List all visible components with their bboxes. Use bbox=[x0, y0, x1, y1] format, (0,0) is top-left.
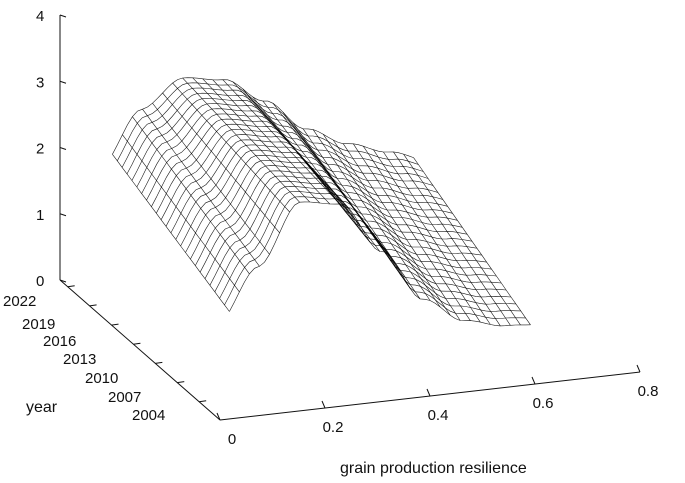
surface-mesh-column bbox=[292, 122, 411, 289]
surface-mesh-column bbox=[152, 103, 270, 255]
z-tick-label: 0 bbox=[36, 273, 44, 290]
x-tick-mark bbox=[636, 364, 641, 373]
surface-mesh-column bbox=[122, 134, 240, 293]
surface-mesh-column bbox=[312, 129, 431, 301]
surface-mesh-column bbox=[342, 143, 461, 321]
y-tick-mark bbox=[67, 285, 75, 288]
x-tick-label: 0.8 bbox=[638, 383, 659, 400]
x-tick-label: 0 bbox=[228, 431, 236, 448]
y-tick-label: 2013 bbox=[63, 351, 96, 368]
surface-mesh-column bbox=[192, 77, 310, 203]
y-tick-mark bbox=[133, 342, 141, 345]
surface-mesh-column bbox=[252, 96, 371, 243]
x-tick-label: 0.2 bbox=[323, 419, 344, 436]
y-tick-mark bbox=[155, 361, 163, 364]
y-tick-label: 2004 bbox=[132, 407, 165, 424]
y-tick-mark bbox=[111, 323, 119, 326]
surface-mesh-row bbox=[121, 87, 424, 172]
y-axis-label: year bbox=[26, 399, 58, 416]
y-tick-label: 2019 bbox=[22, 316, 55, 333]
surface-mesh-column bbox=[322, 134, 441, 308]
surface-mesh-column bbox=[373, 149, 491, 325]
surface-mesh-column bbox=[172, 82, 290, 213]
surface-mesh-column bbox=[222, 79, 341, 205]
surface-mesh-row bbox=[195, 165, 497, 277]
surface-mesh-column bbox=[302, 128, 421, 300]
surface-mesh-column bbox=[162, 92, 280, 233]
surface-mesh-column bbox=[182, 77, 300, 203]
surface-mesh-column bbox=[132, 116, 250, 275]
x-tick-label: 0.4 bbox=[428, 407, 449, 424]
x-tick-mark bbox=[426, 388, 431, 397]
surface-mesh-column bbox=[403, 153, 521, 326]
z-tick-label: 2 bbox=[36, 141, 44, 158]
y-tick-mark bbox=[177, 381, 185, 384]
x-tick-mark bbox=[321, 400, 326, 409]
surface-mesh-column bbox=[363, 146, 481, 323]
surface-mesh-column bbox=[332, 139, 451, 316]
surface-mesh-row bbox=[214, 185, 516, 305]
z-tick-label: 3 bbox=[36, 74, 44, 91]
z-tick-mark bbox=[59, 80, 67, 84]
z-tick-mark bbox=[59, 213, 67, 217]
surface-mesh-row bbox=[229, 201, 531, 327]
z-tick-mark bbox=[59, 14, 67, 18]
y-tick-label: 2007 bbox=[108, 389, 141, 406]
surface-mesh-column bbox=[112, 154, 230, 312]
x-tick-mark bbox=[216, 412, 221, 421]
surface-mesh-row bbox=[156, 123, 458, 221]
z-tick-mark bbox=[59, 279, 67, 283]
y-tick-mark bbox=[89, 304, 97, 307]
y-tick-label: 2016 bbox=[43, 333, 76, 350]
surface-mesh-column bbox=[202, 78, 320, 204]
surface-mesh-column bbox=[272, 103, 391, 256]
x-tick-mark bbox=[531, 376, 536, 385]
surface-mesh-column bbox=[383, 151, 501, 327]
z-tick-mark bbox=[59, 147, 67, 150]
x-tick-label: 0.6 bbox=[533, 395, 554, 412]
surface-mesh-column bbox=[262, 100, 381, 252]
surface-mesh-column bbox=[142, 109, 260, 267]
surface-mesh-column bbox=[212, 79, 331, 205]
y-tick-label: 2010 bbox=[85, 370, 118, 387]
surface-mesh-column bbox=[353, 143, 471, 321]
z-tick-label: 1 bbox=[36, 207, 44, 224]
x-axis-label: grain production resilience bbox=[340, 460, 527, 477]
y-tick-label: 2022 bbox=[3, 293, 36, 310]
surface-mesh-row bbox=[224, 196, 526, 319]
z-tick-label: 4 bbox=[36, 8, 44, 25]
surface-mesh-column bbox=[393, 151, 511, 326]
y-tick-mark bbox=[199, 400, 207, 403]
surface-mesh bbox=[112, 77, 531, 327]
y-axis bbox=[59, 279, 221, 421]
surface-mesh-column bbox=[413, 157, 531, 325]
surface-mesh-row bbox=[117, 82, 419, 165]
